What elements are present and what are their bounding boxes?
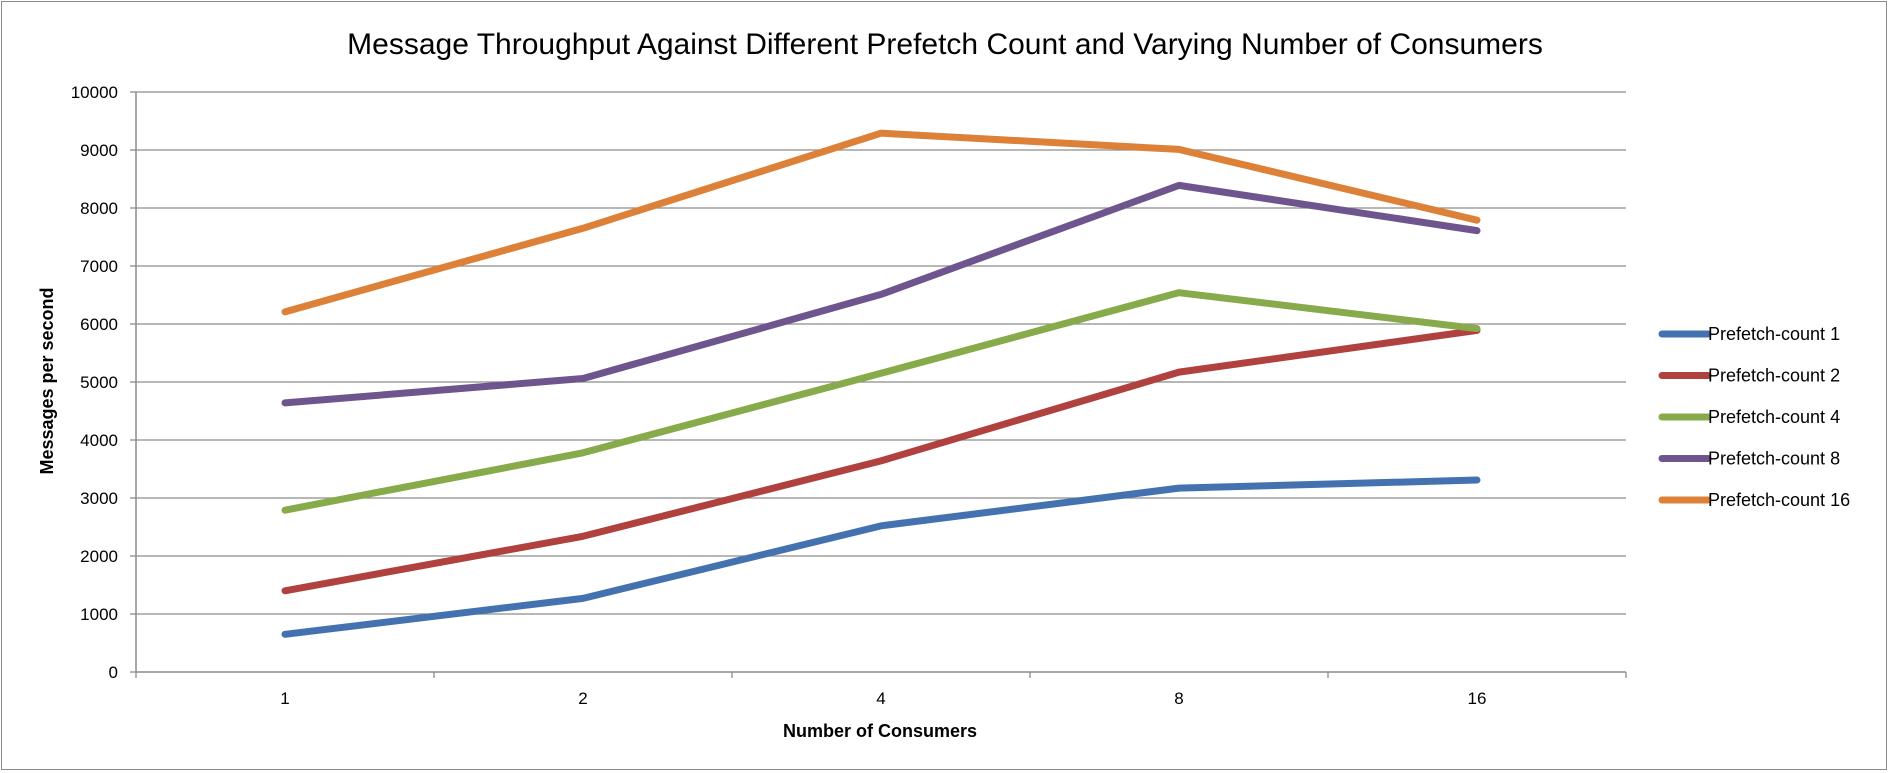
legend-label: Prefetch-count 1 [1708, 324, 1840, 344]
legend-label: Prefetch-count 2 [1708, 366, 1840, 386]
x-tick-label: 2 [578, 689, 587, 708]
x-axis-title: Number of Consumers [783, 721, 977, 741]
x-tick-labels: 1 2 4 8 16 [280, 689, 1486, 708]
gridlines [136, 91, 1626, 615]
y-tick-label: 5000 [80, 373, 118, 392]
y-tick-label: 8000 [80, 199, 118, 218]
y-tick-label: 4000 [80, 431, 118, 450]
legend-label: Prefetch-count 8 [1708, 449, 1840, 469]
x-tick-label: 8 [1174, 689, 1183, 708]
legend-label: Prefetch-count 4 [1708, 407, 1840, 427]
series-lines [281, 129, 1481, 638]
y-tick-label: 1000 [80, 605, 118, 624]
y-tick-label: 0 [109, 663, 118, 682]
x-tick-label: 16 [1468, 689, 1487, 708]
series-line [281, 181, 1481, 407]
y-tick-label: 6000 [80, 315, 118, 334]
legend-label: Prefetch-count 16 [1708, 490, 1850, 510]
y-tick-label: 9000 [80, 141, 118, 160]
chart-title: Message Throughput Against Different Pre… [347, 28, 1543, 61]
x-tick-label: 1 [280, 689, 289, 708]
y-tick-label: 7000 [80, 257, 118, 276]
series-line [281, 326, 1481, 595]
y-tick-label: 10000 [71, 83, 118, 102]
y-tick-label: 2000 [80, 547, 118, 566]
y-axis-title: Messages per second [37, 287, 57, 474]
series-line [281, 289, 1481, 514]
x-tick-label: 4 [876, 689, 885, 708]
axes [130, 91, 1627, 678]
legend: Prefetch-count 1 Prefetch-count 2 Prefetch… [1658, 324, 1850, 510]
series-line [281, 476, 1481, 638]
y-tick-label: 3000 [80, 489, 118, 508]
y-tick-labels: 0 1000 2000 3000 4000 5000 6000 7000 8000 9000 100… [71, 83, 118, 682]
series-line [281, 129, 1481, 316]
